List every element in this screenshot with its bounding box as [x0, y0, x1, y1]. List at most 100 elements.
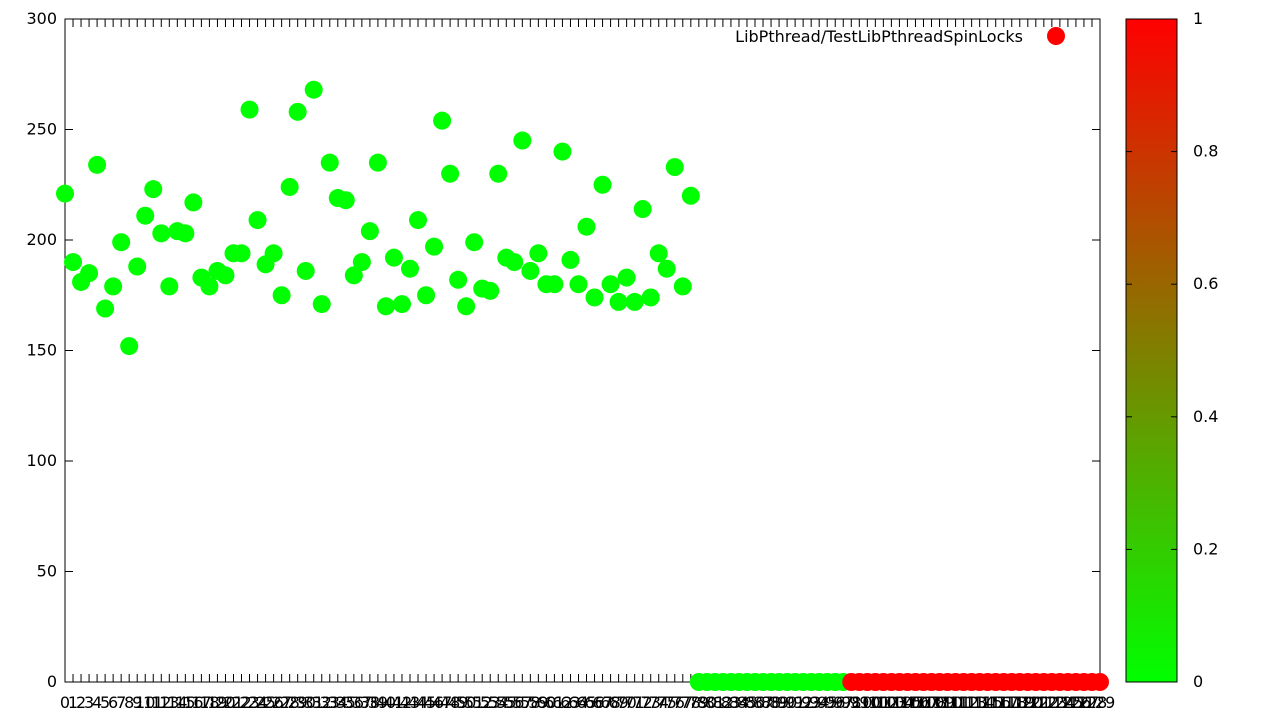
- x-tick-label: 86: [745, 693, 765, 712]
- x-tick-label: 94: [809, 693, 829, 712]
- x-tick-label: 64: [568, 693, 588, 712]
- data-point: [336, 191, 355, 210]
- data-point: [569, 275, 588, 294]
- x-tick-label: 122: [1029, 693, 1060, 712]
- data-point: [392, 295, 411, 314]
- data-point: [545, 275, 564, 294]
- x-tick-label: 68: [600, 693, 620, 712]
- x-tick-label: 110: [932, 693, 963, 712]
- x-tick-label: 100: [852, 693, 883, 712]
- x-tick-label: 84: [729, 693, 749, 712]
- x-tick-label: 96: [825, 693, 845, 712]
- x-tick-label: 12: [151, 693, 171, 712]
- x-tick-label: 21: [223, 693, 243, 712]
- data-point: [585, 288, 604, 307]
- data-point: [417, 286, 436, 305]
- x-tick-label: 0: [60, 693, 70, 712]
- y-tick-label: 0: [47, 672, 57, 691]
- x-tick-label: 14: [167, 693, 187, 712]
- y-axis: 0 50 100 150 200 250 300: [26, 9, 1100, 691]
- x-tick-label: 23: [239, 693, 259, 712]
- x-tick-label: 104: [884, 693, 915, 712]
- x-tick-label: 37: [352, 693, 372, 712]
- x-tick-label: 103: [876, 693, 907, 712]
- x-tick-label: 63: [560, 693, 580, 712]
- x-tick-label: 97: [833, 693, 853, 712]
- x-tick-label: 46: [424, 693, 444, 712]
- x-axis: 0123456789101112131415161718192021222324…: [60, 19, 1115, 712]
- x-tick-label: 67: [592, 693, 612, 712]
- data-point: [368, 153, 387, 172]
- x-tick-label: 53: [480, 693, 500, 712]
- x-tick-label: 51: [464, 693, 484, 712]
- x-tick-label: 40: [376, 693, 396, 712]
- x-tick-label: 45: [416, 693, 436, 712]
- x-tick-label: 1: [68, 693, 78, 712]
- x-tick-label: 72: [632, 693, 652, 712]
- colorbar-tick-label: 0.6: [1193, 274, 1218, 293]
- x-tick-label: 74: [649, 693, 669, 712]
- x-tick-label: 22: [231, 693, 251, 712]
- x-tick-label: 60: [536, 693, 556, 712]
- data-point: [88, 155, 107, 174]
- colorbar: 0 0.2 0.4 0.6 0.8 1: [1125, 9, 1218, 691]
- x-tick-label: 83: [721, 693, 741, 712]
- data-point: [673, 277, 692, 296]
- data-point: [521, 261, 540, 280]
- y-tick-label: 200: [26, 230, 57, 249]
- x-tick-label: 50: [456, 693, 476, 712]
- x-tick-label: 13: [159, 693, 179, 712]
- data-point: [425, 237, 444, 256]
- x-tick-label: 54: [488, 693, 508, 712]
- x-tick-label: 129: [1085, 693, 1116, 712]
- x-tick-label: 28: [279, 693, 299, 712]
- x-tick-label: 90: [777, 693, 797, 712]
- x-tick-label: 87: [753, 693, 773, 712]
- y-tick-label: 250: [26, 120, 57, 139]
- x-tick-label: 24: [247, 693, 267, 712]
- x-tick-label: 29: [287, 693, 307, 712]
- data-point: [384, 248, 403, 267]
- data-point: [136, 206, 155, 225]
- data-point: [264, 244, 283, 263]
- x-tick-label: 66: [584, 693, 604, 712]
- data-point: [272, 286, 291, 305]
- x-tick-label: 107: [908, 693, 939, 712]
- x-tick-label: 47: [432, 693, 452, 712]
- x-tick-label: 43: [400, 693, 420, 712]
- x-tick-label: 30: [296, 693, 316, 712]
- data-point: [449, 270, 468, 289]
- legend-marker: [1047, 27, 1065, 45]
- colorbar-tick-label: 0.8: [1193, 142, 1218, 161]
- data-point: [240, 100, 259, 119]
- x-tick-label: 70: [616, 693, 636, 712]
- x-tick-label: 91: [785, 693, 805, 712]
- x-tick-label: 25: [255, 693, 275, 712]
- x-tick-label: 80: [697, 693, 717, 712]
- x-tick-label: 125: [1053, 693, 1084, 712]
- x-tick-label: 127: [1069, 693, 1100, 712]
- data-point: [160, 277, 179, 296]
- y-tick-label: 150: [26, 341, 57, 360]
- x-tick-label: 82: [713, 693, 733, 712]
- legend: LibPthread/TestLibPthreadSpinLocks: [735, 27, 1065, 46]
- x-tick-label: 33: [320, 693, 340, 712]
- x-tick-label: 79: [689, 693, 709, 712]
- x-tick-label: 75: [657, 693, 677, 712]
- x-tick-label: 95: [817, 693, 837, 712]
- colorbar-ticks: 0 0.2 0.4 0.6 0.8 1: [1126, 9, 1218, 691]
- x-tick-label: 52: [472, 693, 492, 712]
- x-tick-label: 126: [1061, 693, 1092, 712]
- x-tick-label: 17: [191, 693, 211, 712]
- x-tick-label: 85: [737, 693, 757, 712]
- x-tick-label: 108: [916, 693, 947, 712]
- data-point: [96, 299, 115, 318]
- x-tick-label: 58: [520, 693, 540, 712]
- x-tick-label: 88: [761, 693, 781, 712]
- data-point: [80, 264, 99, 283]
- x-tick-label: 56: [504, 693, 524, 712]
- data-point: [489, 164, 508, 183]
- x-tick-label: 118: [996, 693, 1027, 712]
- x-tick-label: 119: [1004, 693, 1035, 712]
